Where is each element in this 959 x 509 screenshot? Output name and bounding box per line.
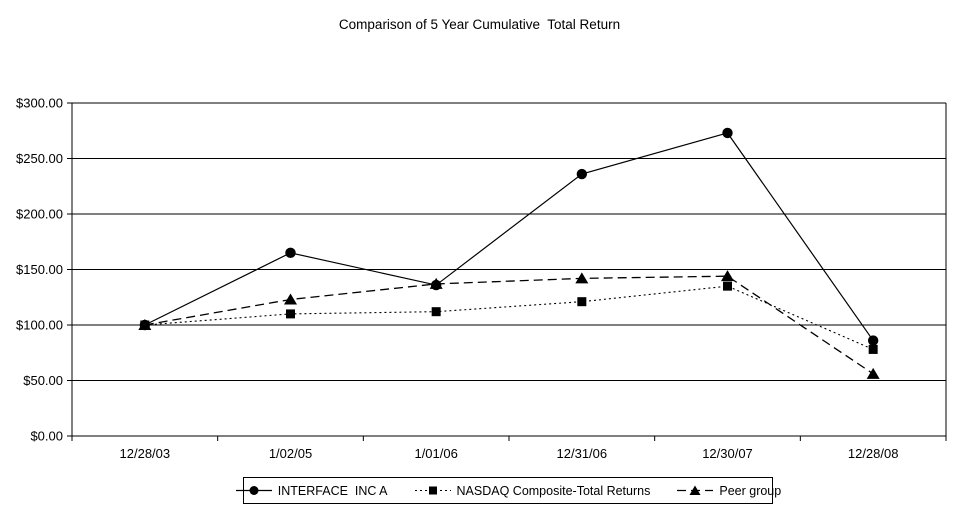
- chart-title: Comparison of 5 Year Cumulative Total Re…: [338, 17, 621, 32]
- marker-peer-group: [575, 272, 589, 284]
- x-axis-label: 12/28/08: [848, 446, 899, 461]
- series-line-interface-inc-a: [144, 132, 874, 341]
- marker-nasdaq-composite-total-returns: [868, 344, 878, 354]
- marker-interface-inc-a: [867, 335, 879, 346]
- marker-peer-group: [866, 367, 880, 379]
- series-line-nasdaq-composite-total-returns: [144, 285, 874, 350]
- marker-interface-inc-a: [722, 127, 733, 139]
- y-axis-label: $300.00: [16, 96, 63, 111]
- y-axis-label: $0.00: [30, 429, 63, 444]
- marker-peer-group: [721, 270, 734, 282]
- legend-item-nasdaq-composite-total-returns: NASDAQ Composite-Total Returns: [414, 483, 651, 498]
- legend-item-interface-inc-a: INTERFACE INC A: [235, 484, 388, 498]
- series-line-peer-group: [144, 275, 874, 375]
- marker-nasdaq-composite-total-returns: [286, 309, 295, 319]
- x-axis-label: 1/02/05: [269, 446, 312, 461]
- legend-swatch-triangle-icon: [677, 485, 714, 495]
- x-axis-label: 12/31/06: [557, 446, 608, 461]
- legend-swatch-square-icon: [414, 486, 451, 495]
- marker-peer-group: [429, 277, 443, 289]
- x-axis-label: 12/28/03: [120, 446, 171, 461]
- legend-label: NASDAQ Composite-Total Returns: [456, 483, 651, 498]
- marker-interface-inc-a: [576, 168, 588, 180]
- marker-nasdaq-composite-total-returns: [577, 297, 587, 307]
- marker-peer-group: [138, 319, 152, 330]
- marker-peer-group: [284, 293, 297, 305]
- y-axis-label: $200.00: [16, 207, 63, 222]
- y-axis-label: $150.00: [16, 262, 63, 277]
- legend-label: INTERFACE INC A: [277, 483, 388, 498]
- legend-item-peer-group: Peer group: [676, 484, 781, 498]
- x-axis-label: 1/01/06: [414, 446, 457, 461]
- marker-nasdaq-composite-total-returns: [723, 281, 732, 291]
- y-axis-label: $250.00: [16, 151, 63, 166]
- y-axis-label: $100.00: [16, 318, 63, 333]
- legend-swatch-circle-icon: [235, 486, 272, 495]
- legend-label: Peer group: [719, 483, 782, 498]
- legend: INTERFACE INC A NASDAQ Composite-Total Re…: [235, 477, 781, 504]
- x-axis-label: 12/30/07: [702, 446, 753, 461]
- marker-interface-inc-a: [285, 247, 296, 259]
- y-axis-label: $50.00: [23, 373, 63, 388]
- marker-nasdaq-composite-total-returns: [431, 307, 441, 317]
